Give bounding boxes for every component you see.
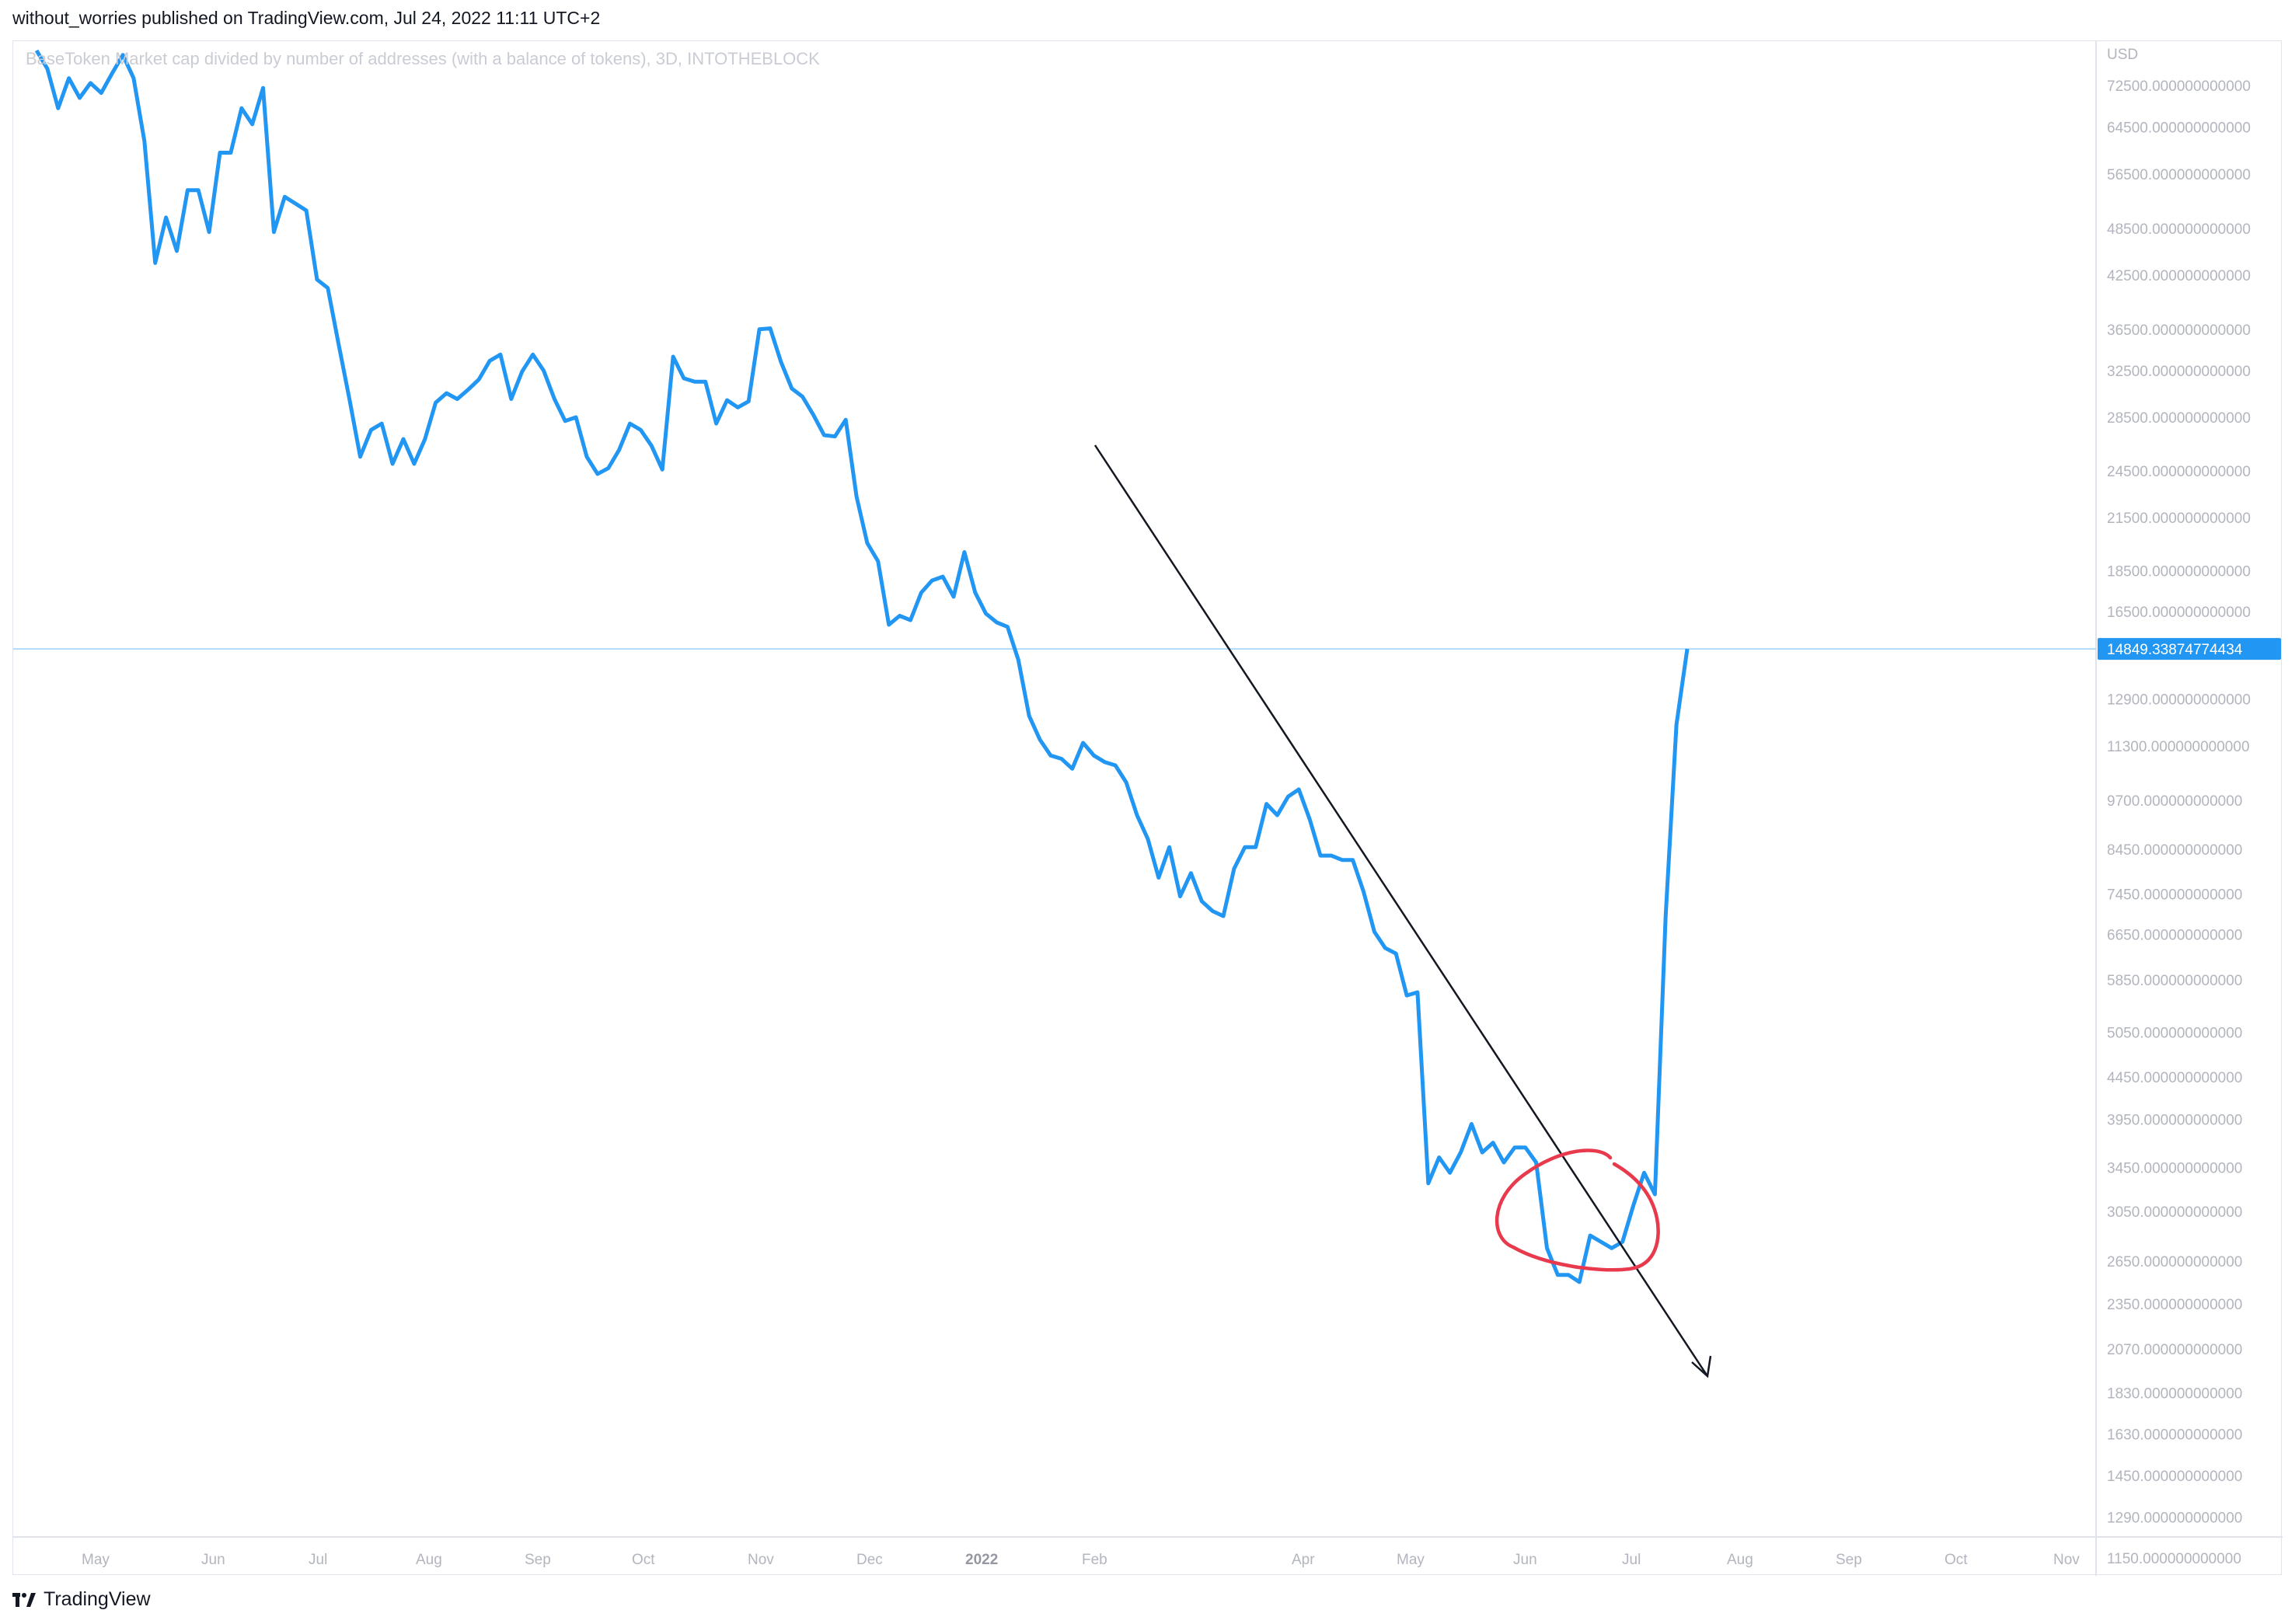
y-tick-label: 28500.000000000000	[2107, 410, 2251, 427]
y-tick-label: 36500.000000000000	[2107, 322, 2251, 339]
series-points	[36, 50, 1688, 1282]
last-value-tag: 14849.33874774434	[2098, 638, 2281, 660]
y-tick-label: 21500.000000000000	[2107, 511, 2251, 527]
y-tick-label: 18500.000000000000	[2107, 564, 2251, 580]
x-tick-label: Aug	[416, 1552, 442, 1568]
y-tick-label: 56500.000000000000	[2107, 167, 2251, 183]
chart-svg[interactable]: 72500.000000000000 64500.000000000000 5650…	[13, 41, 2283, 1576]
tradingview-brand[interactable]: TradingView	[12, 1588, 151, 1611]
x-tick-label: Oct	[1944, 1552, 1968, 1568]
y-tick-label: 72500.000000000000	[2107, 78, 2251, 95]
currency-label: USD	[2107, 47, 2138, 63]
x-tick-label: Jun	[201, 1552, 225, 1568]
x-tick-label: Jul	[1622, 1552, 1641, 1568]
y-tick-label: 9700.000000000000	[2107, 793, 2242, 810]
y-tick-label: 1150.000000000000	[2107, 1551, 2241, 1567]
y-tick-label: 1830.000000000000	[2107, 1386, 2242, 1403]
y-tick-label: 16500.000000000000	[2107, 605, 2251, 621]
y-tick-label: 24500.000000000000	[2107, 464, 2251, 480]
x-tick-label: Apr	[1292, 1552, 1315, 1568]
y-tick-label: 5050.000000000000	[2107, 1025, 2242, 1041]
y-tick-label: 6650.000000000000	[2107, 927, 2242, 943]
trend-arrow[interactable]	[1093, 444, 1712, 1378]
y-tick-label: 2650.000000000000	[2107, 1254, 2242, 1270]
y-tick-label: 2070.000000000000	[2107, 1342, 2242, 1358]
x-tick-label: May	[82, 1552, 110, 1568]
series-line[interactable]	[34, 49, 1690, 1284]
y-tick-label: 1450.000000000000	[2107, 1469, 2242, 1485]
y-tick-label: 3950.000000000000	[2107, 1113, 2242, 1129]
y-tick-label: 7450.000000000000	[2107, 887, 2242, 904]
x-tick-label: Aug	[1727, 1552, 1753, 1568]
x-axis-ticks: May Jun Jul Aug Sep Oct Nov Dec 2022 Feb Apr May Jun…	[82, 1552, 2080, 1568]
chart-frame[interactable]: 72500.000000000000 64500.000000000000 5650…	[12, 40, 2283, 1576]
y-tick-label: 1630.000000000000	[2107, 1427, 2242, 1443]
annotation-circle[interactable]	[1495, 1148, 1660, 1272]
y-tick-label: 32500.000000000000	[2107, 364, 2251, 380]
chart-title: BaseToken Market cap divided by number o…	[26, 49, 820, 68]
x-tick-label: Jun	[1513, 1552, 1537, 1568]
y-tick-label: 5850.000000000000	[2107, 973, 2242, 989]
y-tick-label: 3450.000000000000	[2107, 1161, 2242, 1177]
trend-arrow-head	[1691, 1355, 1712, 1378]
x-tick-label: Oct	[632, 1552, 655, 1568]
x-tick-label: Sep	[525, 1552, 551, 1568]
x-tick-label: Dec	[856, 1552, 883, 1568]
y-tick-label: 2350.000000000000	[2107, 1297, 2242, 1313]
y-tick-label: 64500.000000000000	[2107, 120, 2251, 136]
y-tick-label: 1290.000000000000	[2107, 1510, 2242, 1526]
y-axis-ticks: 72500.000000000000 64500.000000000000 5650…	[2107, 78, 2251, 1567]
y-tick-label: 3050.000000000000	[2107, 1204, 2242, 1221]
x-tick-label: May	[1397, 1552, 1425, 1568]
trend-arrow-line	[1093, 444, 1709, 1377]
publisher-line: without_worries published on TradingView…	[12, 8, 601, 28]
brand-name: TradingView	[44, 1588, 151, 1610]
y-tick-label: 12900.000000000000	[2107, 692, 2251, 708]
last-value-label: 14849.33874774434	[2107, 642, 2243, 658]
y-tick-label: 4450.000000000000	[2107, 1070, 2242, 1086]
x-tick-label: 2022	[965, 1552, 998, 1568]
x-tick-label: Sep	[1836, 1552, 1862, 1568]
y-tick-label: 8450.000000000000	[2107, 842, 2242, 859]
y-tick-label: 11300.000000000000	[2107, 739, 2250, 755]
x-tick-label: Feb	[1082, 1552, 1107, 1568]
tradingview-logo-icon	[12, 1592, 36, 1607]
x-tick-label: Nov	[2053, 1552, 2080, 1568]
x-tick-label: Nov	[748, 1552, 774, 1568]
y-tick-label: 42500.000000000000	[2107, 268, 2251, 284]
y-tick-label: 48500.000000000000	[2107, 221, 2251, 238]
x-tick-label: Jul	[309, 1552, 327, 1568]
